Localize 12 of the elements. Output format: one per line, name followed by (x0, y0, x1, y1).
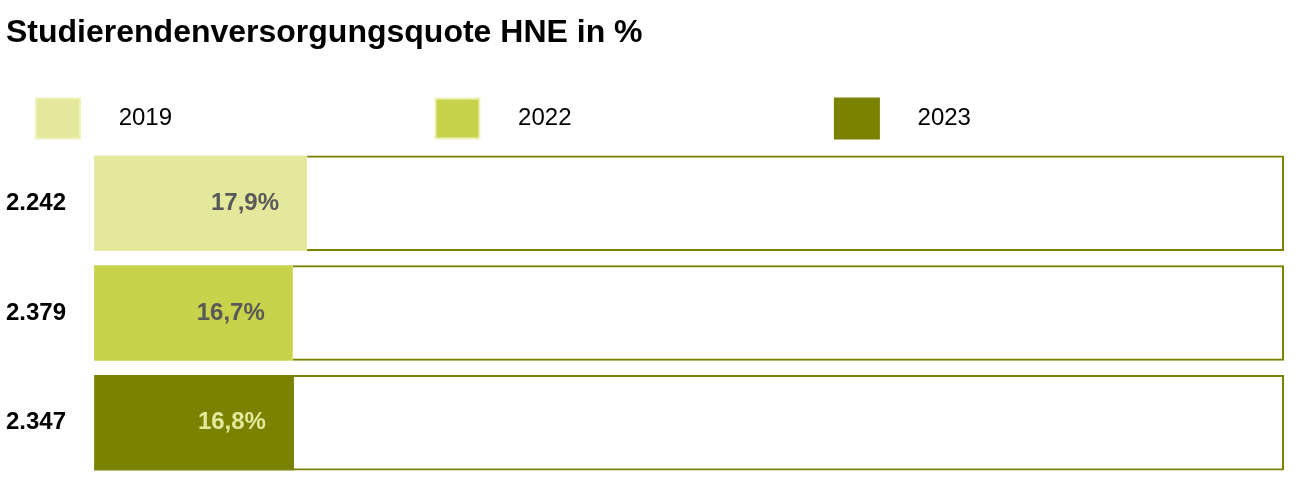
bar (94, 155, 308, 251)
y-tick-label: 2.347 (6, 407, 67, 435)
data-label: 16,7% (196, 297, 265, 325)
data-label: 17,9% (211, 187, 280, 215)
legend-label: 2023 (890, 103, 1205, 131)
data-label: 16,8% (197, 407, 266, 435)
legend-label: 2019 (92, 103, 406, 131)
y-tick-label: 2.379 (6, 297, 67, 325)
legend-label: 2022 (491, 103, 805, 131)
bar (94, 265, 293, 361)
chart-title: Studierendenversorgungsquote HNE in % (6, 13, 643, 50)
y-tick-label: 2.242 (6, 187, 67, 215)
